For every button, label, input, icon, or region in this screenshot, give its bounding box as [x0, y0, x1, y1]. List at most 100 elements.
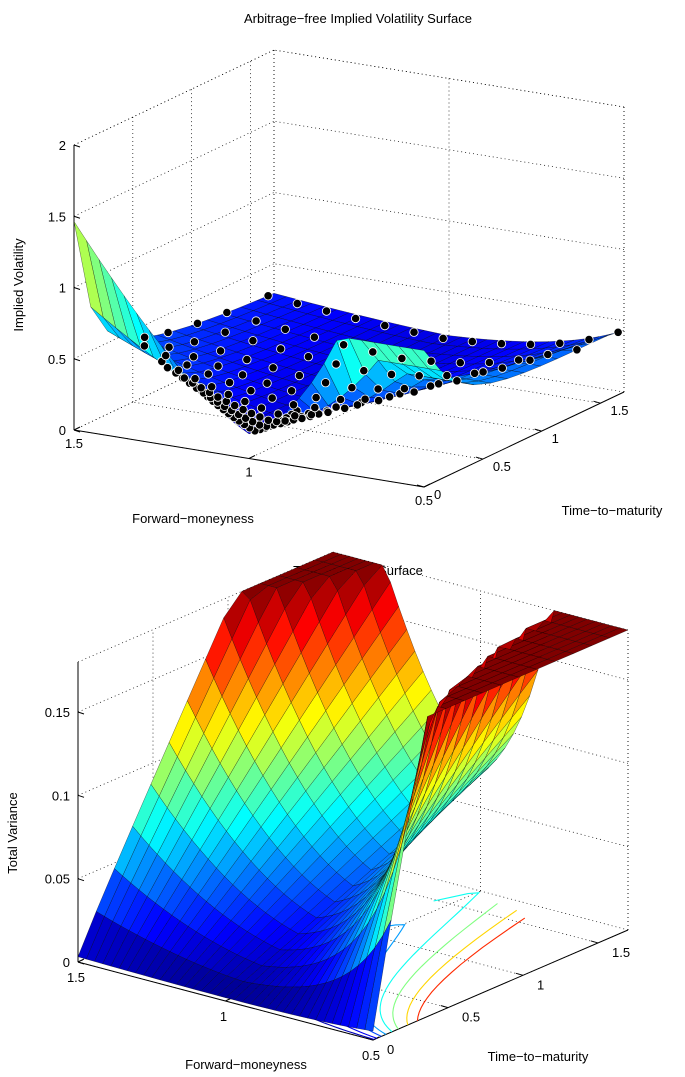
market-point [213, 361, 223, 371]
market-point [373, 384, 383, 394]
z-tick-label: 0.1 [52, 788, 70, 803]
market-point [288, 400, 299, 410]
x-tick-label: 1 [245, 465, 252, 480]
z-tick-label: 1 [59, 281, 66, 296]
market-point [380, 320, 390, 331]
z-tick-label: 0 [59, 423, 66, 438]
market-point [263, 415, 273, 425]
market-point [425, 381, 436, 391]
market-point [384, 392, 395, 402]
market-point [478, 367, 488, 377]
market-point [225, 377, 235, 388]
z-tick-label: 0.5 [48, 352, 66, 367]
market-point [331, 359, 341, 369]
market-point [238, 404, 248, 415]
x-tick-label: 1 [220, 1009, 227, 1024]
z-tick-1 [73, 358, 81, 362]
z-tick-3 [77, 711, 85, 715]
z-tick-1 [77, 878, 85, 882]
y-tick-label: 0 [387, 1042, 394, 1057]
market-point [350, 313, 361, 324]
chart2-tick-labels: 00.050.10.150.511.500.511.5 [45, 705, 630, 1063]
market-point [268, 363, 278, 373]
market-point [238, 370, 248, 380]
market-point [496, 339, 507, 349]
market-point [251, 316, 261, 326]
market-point [584, 334, 594, 345]
y-tick-2 [534, 428, 542, 432]
market-point [303, 352, 313, 362]
x-tick-label: 1.5 [67, 970, 85, 985]
z-tick-label: 1.5 [48, 209, 66, 224]
contour-line [392, 903, 498, 1030]
z-tick-3 [73, 215, 81, 219]
contour-line [406, 909, 518, 1026]
x-tick-label: 1.5 [65, 436, 83, 451]
market-point [543, 349, 553, 360]
chart1-title: Arbitrage−free Implied Volatility Surfac… [244, 11, 472, 26]
market-point [140, 332, 150, 342]
market-point [399, 383, 409, 394]
y-tick-2 [515, 972, 524, 976]
market-point [292, 298, 302, 309]
market-point [368, 347, 378, 357]
market-point [255, 412, 265, 422]
market-point [320, 378, 331, 388]
market-point [189, 337, 199, 347]
market-point [452, 376, 462, 386]
market-point [373, 395, 384, 406]
z-tick-label: 2 [59, 138, 66, 153]
market-point [347, 383, 357, 393]
market-point [484, 357, 494, 368]
z-tick-0 [73, 429, 81, 433]
box-top-back [332, 551, 629, 631]
market-point [310, 402, 320, 413]
market-point [163, 327, 173, 338]
market-point [613, 327, 623, 337]
market-point [555, 338, 565, 348]
y-tick-label: 1 [552, 431, 559, 446]
market-point [359, 366, 369, 376]
x-tick-2 [77, 958, 85, 963]
y-axis [423, 391, 625, 488]
x-tick-0 [423, 483, 431, 488]
z-tick-label: 0.15 [45, 705, 70, 720]
market-point [426, 356, 436, 366]
market-point [242, 354, 252, 365]
y-tick-1 [440, 1005, 449, 1009]
market-point [213, 392, 223, 402]
y-tick-label: 0 [434, 487, 441, 502]
grid-z-back-3 [332, 601, 629, 681]
market-point [272, 416, 282, 427]
y-tick-0 [365, 1037, 374, 1041]
market-point [161, 350, 171, 361]
y-tick-label: 1.5 [612, 945, 630, 960]
chart1-xlabel: Forward−moneyness [132, 511, 254, 526]
market-point [179, 373, 189, 383]
chart1-surface [73, 221, 625, 436]
total-variance-chart: Total Variance Surface 00.050.10.150.511… [5, 551, 630, 1072]
market-point [280, 416, 290, 426]
market-point [340, 403, 350, 413]
market-point [196, 383, 206, 393]
market-point [525, 339, 536, 349]
market-point [409, 327, 419, 337]
x-tick-1 [248, 455, 256, 459]
market-point [438, 333, 448, 343]
y-tick-label: 1 [537, 977, 544, 992]
market-point [246, 386, 256, 396]
market-point [216, 346, 226, 356]
market-point [207, 382, 217, 392]
market-point [276, 344, 286, 354]
chart1-zlabel: Implied Volatility [11, 238, 26, 332]
chart2-zlabel: Total Variance [5, 792, 20, 873]
market-point [241, 413, 251, 423]
y-tick-label: 1.5 [610, 403, 628, 418]
market-point [203, 369, 213, 379]
market-point [513, 355, 524, 365]
chart2-ylabel: Time−to−maturity [488, 1049, 589, 1064]
grid-y-floor-3 [302, 864, 599, 944]
chart2-surface [77, 551, 629, 1032]
market-point [256, 403, 267, 413]
market-point [525, 355, 535, 365]
